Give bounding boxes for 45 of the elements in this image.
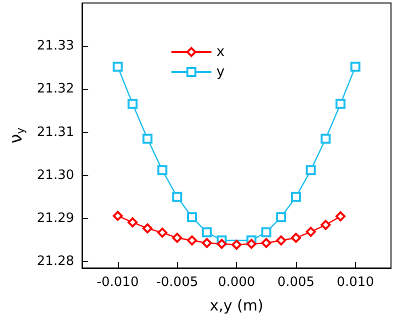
x-axis-title: x,y (m) [210,296,264,314]
point [306,226,316,237]
x-tick-label: 0.000 [218,275,256,290]
point [142,134,152,144]
x-tick-label: -0.010 [96,275,139,290]
point [261,238,272,248]
point [202,227,212,238]
legend-label: x [216,44,225,60]
point [112,62,123,72]
x-tick-label: -0.005 [156,275,198,290]
point [320,220,331,230]
point [112,210,123,221]
legend-label: y [216,64,225,80]
point [172,232,182,243]
point [290,192,301,202]
point [202,238,212,248]
point [157,165,168,176]
point [187,235,198,246]
point [128,98,138,109]
point [128,217,138,228]
point [290,232,301,243]
y-tick-label: 21.29 [36,210,74,226]
point [350,62,360,72]
point [306,165,316,176]
point [276,235,286,246]
point [216,238,227,249]
x-tick-label: 0.010 [336,275,374,290]
point [246,238,256,249]
y-tick-label: 21.32 [36,82,74,97]
x-tick-label: 0.005 [277,275,315,290]
point [172,192,182,202]
y-tick-label: 21.28 [36,254,74,270]
point [157,228,168,238]
point [187,212,198,222]
y-tick-label: 21.30 [36,168,74,183]
point [336,98,346,109]
point [320,134,331,144]
point [336,211,346,222]
point [232,240,242,250]
y-axis-title: νy [6,127,27,144]
point [261,227,272,238]
y-tick-label: 21.31 [36,124,74,140]
point [276,212,286,222]
point [142,223,152,234]
y-tick-label: 21.33 [36,38,74,54]
